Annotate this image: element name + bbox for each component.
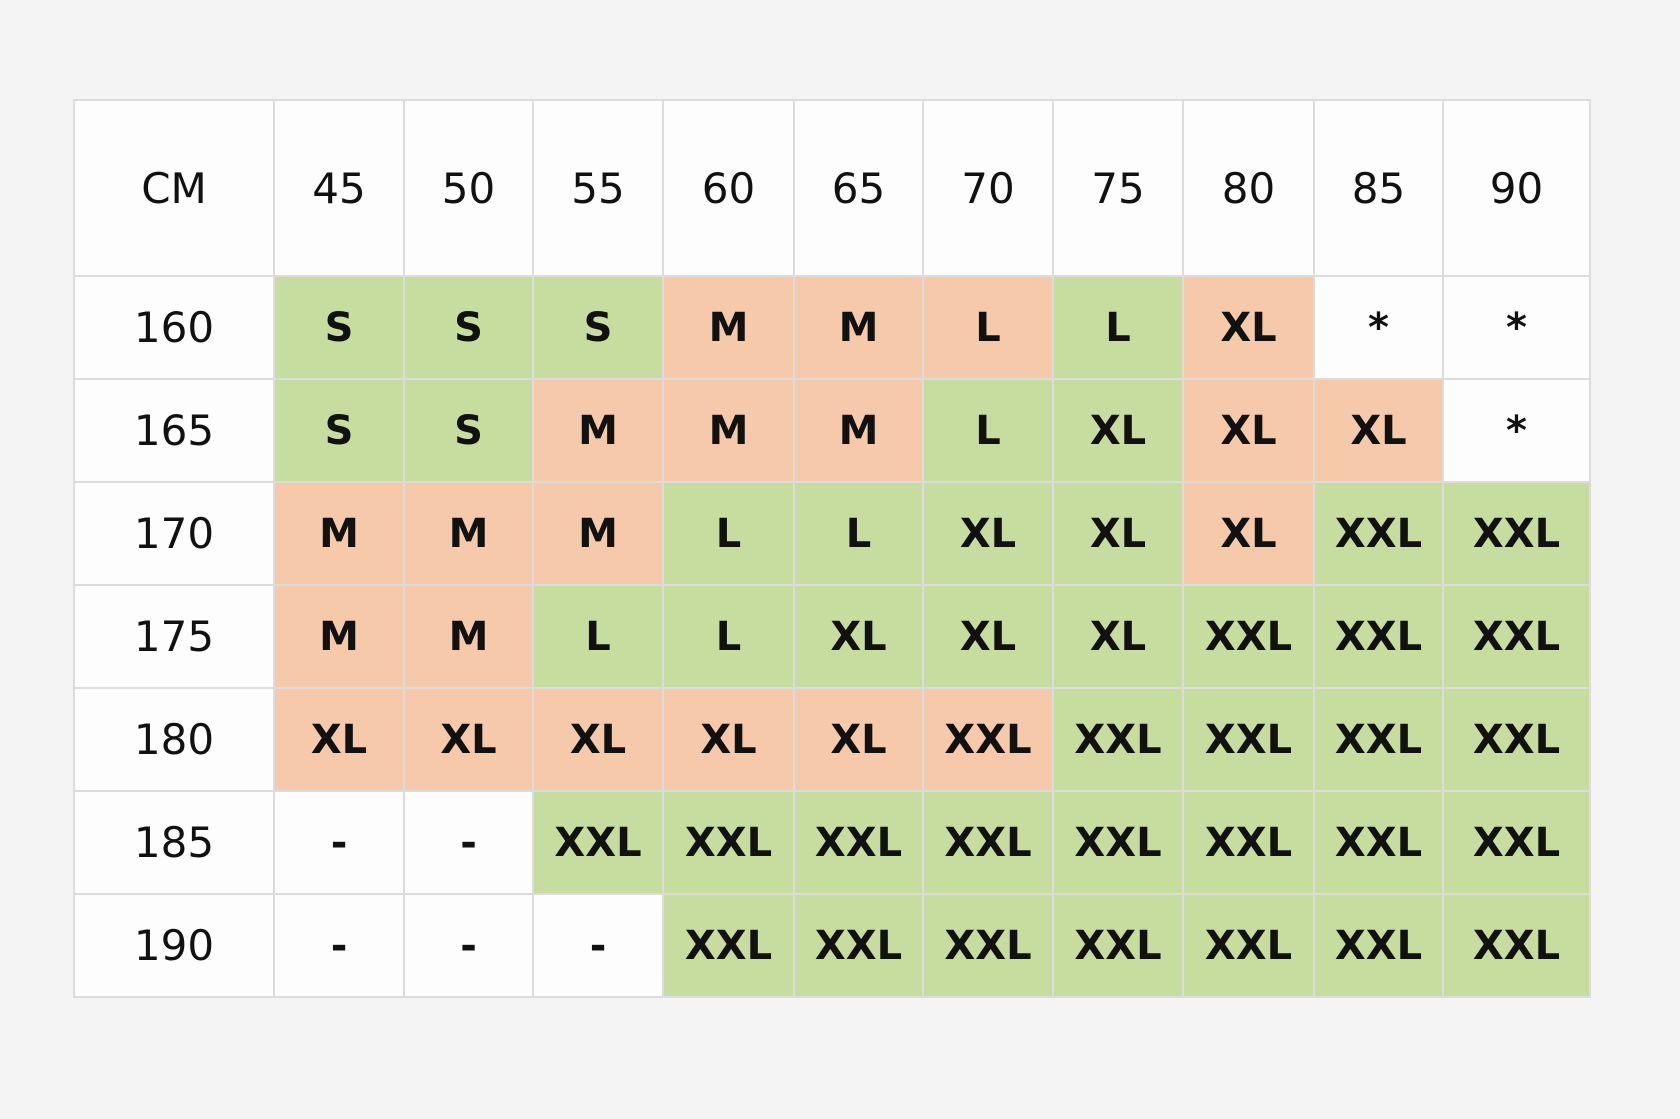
size-cell: M	[793, 275, 924, 380]
size-cell: M	[532, 481, 664, 586]
size-cell: L	[793, 481, 924, 586]
size-cell: XXL	[1052, 790, 1184, 895]
size-cell: XL	[662, 687, 795, 792]
size-cell: L	[532, 584, 664, 689]
size-cell: M	[662, 378, 795, 483]
size-cell: XXL	[1442, 584, 1591, 689]
size-cell: L	[1052, 275, 1184, 380]
size-cell: XXL	[1313, 893, 1444, 998]
row-header: 165	[73, 378, 275, 483]
size-cell: S	[403, 378, 534, 483]
size-cell: XL	[793, 584, 924, 689]
size-cell: XL	[1182, 481, 1315, 586]
size-cell: XXL	[1182, 584, 1315, 689]
column-header: 45	[273, 99, 405, 277]
size-cell: XXL	[1313, 584, 1444, 689]
size-cell: M	[793, 378, 924, 483]
size-cell: XXL	[1052, 893, 1184, 998]
size-cell: -	[403, 893, 534, 998]
size-cell: XL	[922, 584, 1054, 689]
size-cell: XL	[1182, 275, 1315, 380]
size-cell: XXL	[922, 893, 1054, 998]
column-header: 50	[403, 99, 534, 277]
table-row: 170 M M M L L XL XL XL XXL XXL	[73, 481, 1591, 586]
size-cell: XXL	[1442, 893, 1591, 998]
size-cell: S	[532, 275, 664, 380]
size-chart-table: CM 45 50 55 60 65 70 75 80 85 90 160 S S S M M L L XL * * 165 S…	[73, 99, 1591, 998]
size-cell: XXL	[1313, 790, 1444, 895]
size-cell: XXL	[1182, 687, 1315, 792]
size-cell: M	[662, 275, 795, 380]
column-header: 65	[793, 99, 924, 277]
size-cell: XXL	[793, 790, 924, 895]
row-header: 175	[73, 584, 275, 689]
table-row: 160 S S S M M L L XL * *	[73, 275, 1591, 380]
size-cell: -	[273, 790, 405, 895]
size-cell: L	[922, 378, 1054, 483]
size-cell: L	[662, 481, 795, 586]
size-cell: XXL	[1442, 687, 1591, 792]
table-row: 180 XL XL XL XL XL XXL XXL XXL XXL XXL	[73, 687, 1591, 792]
column-header: 75	[1052, 99, 1184, 277]
table-row: 165 S S M M M L XL XL XL *	[73, 378, 1591, 483]
size-cell: XXL	[1182, 790, 1315, 895]
row-header: 160	[73, 275, 275, 380]
column-header: 80	[1182, 99, 1315, 277]
size-cell: XXL	[1442, 790, 1591, 895]
table-row: 175 M M L L XL XL XL XXL XXL XXL	[73, 584, 1591, 689]
size-cell: XL	[532, 687, 664, 792]
column-header: 90	[1442, 99, 1591, 277]
row-header: 190	[73, 893, 275, 998]
size-cell: M	[403, 584, 534, 689]
size-cell: XXL	[1442, 481, 1591, 586]
size-cell: XL	[922, 481, 1054, 586]
size-cell: L	[922, 275, 1054, 380]
header-row: CM 45 50 55 60 65 70 75 80 85 90	[73, 99, 1591, 277]
size-cell: XXL	[922, 790, 1054, 895]
size-cell: M	[273, 584, 405, 689]
size-cell: L	[662, 584, 795, 689]
size-cell: XL	[273, 687, 405, 792]
size-cell: XXL	[662, 790, 795, 895]
size-cell: XXL	[1313, 687, 1444, 792]
size-cell: M	[403, 481, 534, 586]
column-header: 85	[1313, 99, 1444, 277]
size-cell: XXL	[922, 687, 1054, 792]
size-cell: M	[273, 481, 405, 586]
size-cell: *	[1313, 275, 1444, 380]
size-cell: XXL	[1182, 893, 1315, 998]
size-cell: -	[403, 790, 534, 895]
size-cell: XL	[1052, 378, 1184, 483]
size-cell: S	[273, 378, 405, 483]
column-header: 55	[532, 99, 664, 277]
size-cell: XL	[1052, 584, 1184, 689]
row-header: 185	[73, 790, 275, 895]
size-cell: XL	[793, 687, 924, 792]
size-cell: XXL	[793, 893, 924, 998]
size-cell: *	[1442, 275, 1591, 380]
table-row: 190- - - XXL XXL XXL XXL XXL XXL XXL	[73, 893, 1591, 998]
size-cell: M	[532, 378, 664, 483]
size-cell: -	[273, 893, 405, 998]
size-cell: XL	[1313, 378, 1444, 483]
size-cell: XL	[403, 687, 534, 792]
size-cell: *	[1442, 378, 1591, 483]
column-header: 60	[662, 99, 795, 277]
size-cell: -	[532, 893, 664, 998]
size-cell: S	[403, 275, 534, 380]
size-cell: XL	[1052, 481, 1184, 586]
size-cell: XXL	[532, 790, 664, 895]
size-cell: XL	[1182, 378, 1315, 483]
column-header: 70	[922, 99, 1054, 277]
table-row: 185- - XXL XXL XXL XXL XXL XXL XXL XXL	[73, 790, 1591, 895]
size-cell: S	[273, 275, 405, 380]
size-cell: XXL	[1052, 687, 1184, 792]
size-cell: XXL	[1313, 481, 1444, 586]
corner-label: CM	[73, 99, 275, 277]
row-header: 170	[73, 481, 275, 586]
size-cell: XXL	[662, 893, 795, 998]
row-header: 180	[73, 687, 275, 792]
